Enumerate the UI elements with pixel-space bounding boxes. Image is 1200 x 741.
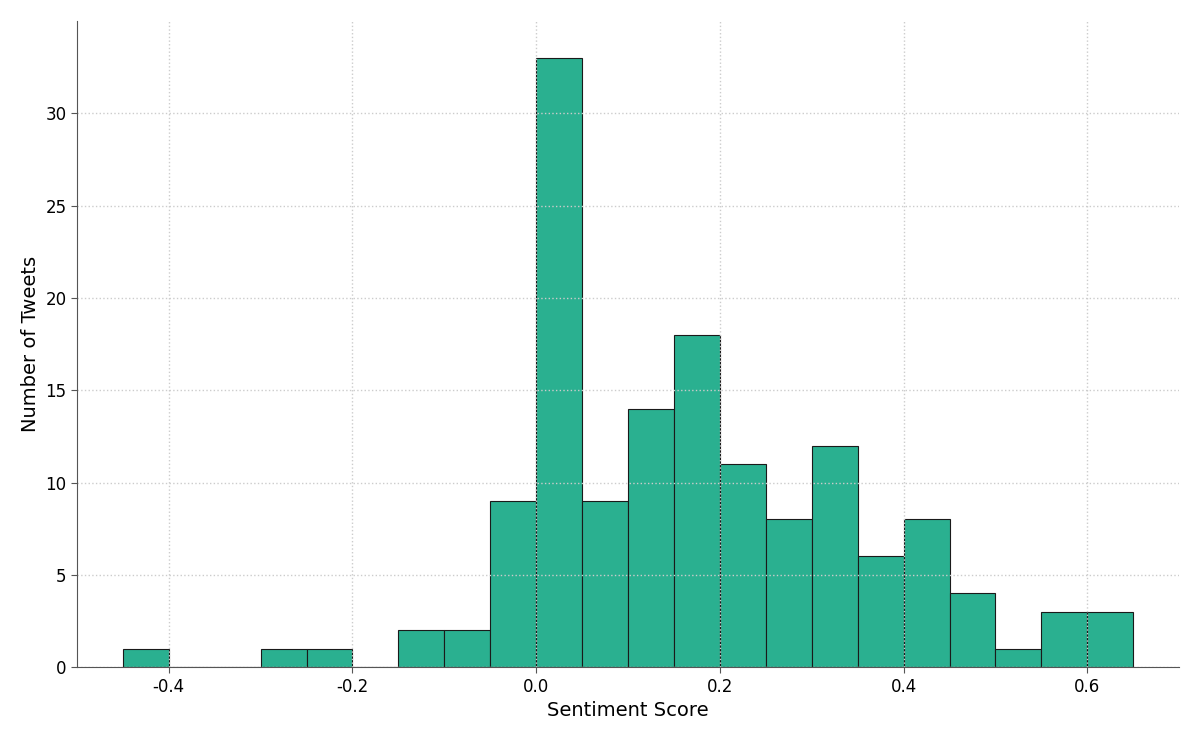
- Bar: [811, 445, 858, 667]
- Bar: [398, 631, 444, 667]
- Bar: [582, 501, 628, 667]
- Bar: [491, 501, 536, 667]
- Bar: [766, 519, 811, 667]
- Y-axis label: Number of Tweets: Number of Tweets: [20, 256, 40, 432]
- Bar: [996, 648, 1042, 667]
- Bar: [628, 408, 674, 667]
- Bar: [904, 519, 949, 667]
- X-axis label: Sentiment Score: Sentiment Score: [547, 701, 709, 720]
- Bar: [949, 594, 996, 667]
- Bar: [536, 58, 582, 667]
- Bar: [306, 648, 353, 667]
- Bar: [1087, 612, 1133, 667]
- Bar: [122, 648, 169, 667]
- Bar: [260, 648, 306, 667]
- Bar: [1042, 612, 1087, 667]
- Bar: [444, 631, 491, 667]
- Bar: [674, 335, 720, 667]
- Bar: [858, 556, 904, 667]
- Bar: [720, 464, 766, 667]
